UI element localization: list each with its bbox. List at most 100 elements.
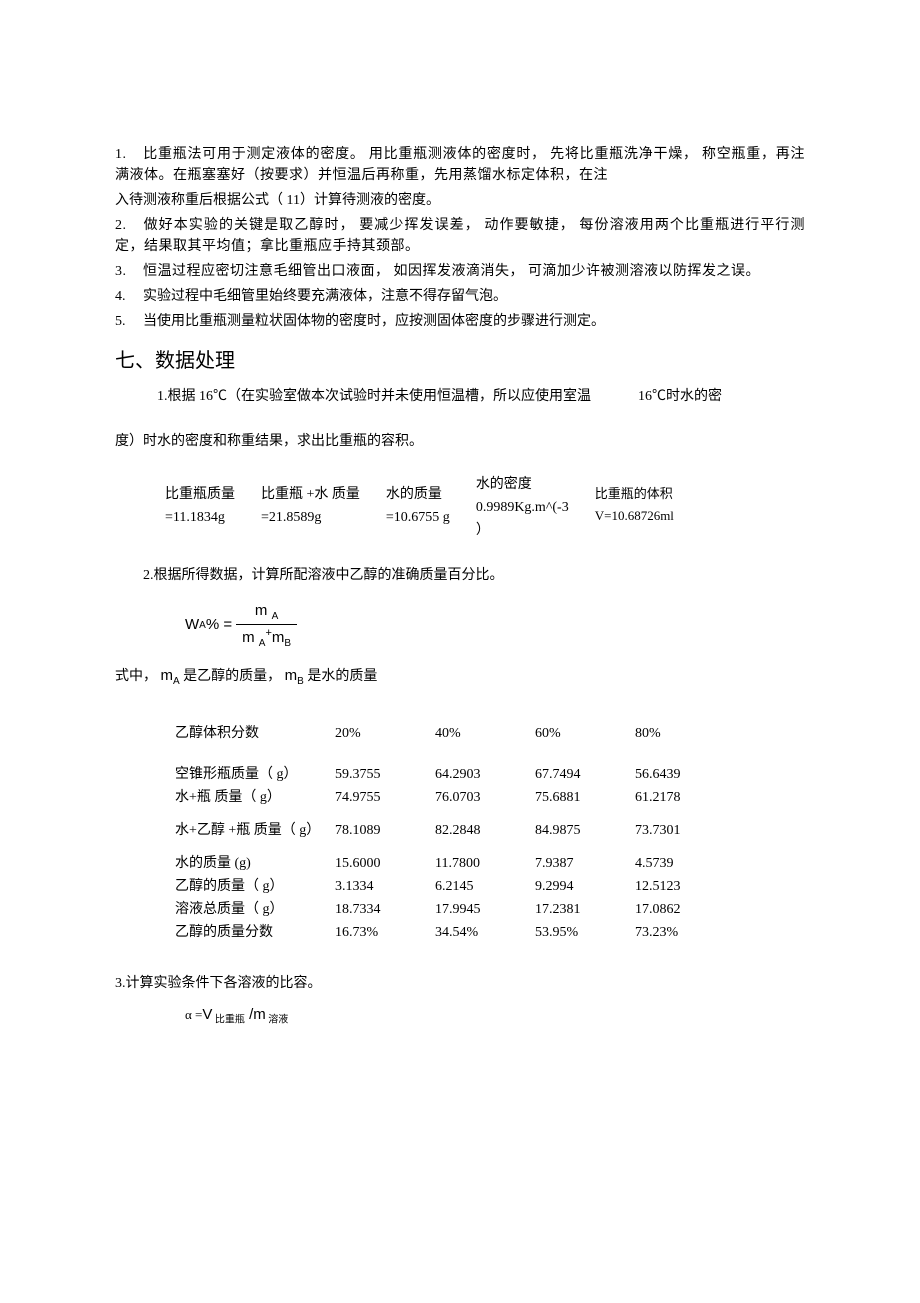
table2-row: 水+瓶 质量（ g） 74.9755 76.0703 75.6881 61.21… — [175, 787, 805, 808]
table1-col: 水的质量 =10.6755 g — [386, 482, 476, 543]
v: V — [202, 1006, 212, 1023]
val: 61.2178 — [635, 787, 735, 808]
sub2: 溶液 — [266, 1014, 289, 1025]
m: m — [242, 629, 259, 646]
fraction-bot: m A+mB — [236, 625, 297, 651]
val: 73.23% — [635, 922, 735, 943]
m: m — [253, 1006, 266, 1023]
hdr: 乙醇体积分数 — [175, 723, 335, 744]
table2-header-row: 乙醇体积分数 20% 40% 60% 80% — [175, 723, 805, 744]
note-text: 恒温过程应密切注意毛细管出口液面， 如因挥发液滴消失， 可滴加少许被测溶液以防挥… — [143, 264, 760, 279]
table-pycnometer: 比重瓶质量 =11.1834g 比重瓶 +水 质量 =21.8589g 水的质量… — [165, 482, 805, 543]
note-num: 2. — [115, 215, 143, 236]
step3: 3.计算实验条件下各溶液的比容。 — [115, 973, 805, 994]
sub-a: A — [272, 611, 279, 622]
cell: 水的质量 — [386, 484, 450, 505]
val: 82.2848 — [435, 820, 535, 841]
formula-mass-fraction: WA % = m A m A+mB — [185, 600, 805, 651]
table1-col: 比重瓶质量 =11.1834g — [165, 482, 261, 543]
hdr: 乙醇的质量（ g） — [175, 876, 335, 897]
val: 80% — [635, 723, 735, 744]
val: 67.7494 — [535, 764, 635, 785]
note-4: 4.实验过程中毛细管里始终要充满液体，注意不得存留气泡。 — [115, 286, 805, 307]
val: 3.1334 — [335, 876, 435, 897]
explain-a: 式中， — [115, 669, 161, 684]
sub-a: A — [173, 676, 180, 687]
note-num: 1. — [115, 144, 143, 165]
val: 59.3755 — [335, 764, 435, 785]
cell: =10.6755 g — [386, 507, 450, 528]
table1-col: 比重瓶 +水 质量 =21.8589g — [261, 482, 386, 543]
m2: m — [272, 629, 285, 646]
val: 84.9875 — [535, 820, 635, 841]
val: 6.2145 — [435, 876, 535, 897]
cell: 水的密度 — [476, 474, 569, 495]
note-text: 入待测液称重后根据公式（ 11）计算待测液的密度。 — [115, 193, 440, 208]
val: 16.73% — [335, 922, 435, 943]
formula-sub: A — [199, 618, 206, 633]
val: 17.2381 — [535, 899, 635, 920]
sub-b: B — [284, 638, 291, 649]
val: 64.2903 — [435, 764, 535, 785]
hdr: 水的质量 (g) — [175, 853, 335, 874]
note-5: 5.当使用比重瓶测量粒状固体物的密度时，应按测固体密度的步骤进行测定。 — [115, 311, 805, 332]
val: 17.0862 — [635, 899, 735, 920]
m: m — [255, 602, 272, 619]
val: 9.2994 — [535, 876, 635, 897]
val: 12.5123 — [635, 876, 735, 897]
table1-col: 比重瓶的体积 V=10.68726ml — [595, 482, 700, 543]
cell: ） — [476, 520, 569, 541]
val: 40% — [435, 723, 535, 744]
val: 7.9387 — [535, 853, 635, 874]
val: 74.9755 — [335, 787, 435, 808]
formula-specific-volume: α =V 比重瓶 /m 溶液 — [185, 1004, 805, 1028]
notes-section: 1.比重瓶法可用于测定液体的密度。 用比重瓶测液体的密度时， 先将比重瓶洗净干燥… — [115, 144, 805, 332]
val: 76.0703 — [435, 787, 535, 808]
val: 15.6000 — [335, 853, 435, 874]
explain-b: 是乙醇的质量， — [180, 669, 285, 684]
val: 60% — [535, 723, 635, 744]
table2-row: 乙醇的质量（ g） 3.1334 6.2145 9.2994 12.5123 — [175, 876, 805, 897]
m-b: m — [285, 667, 298, 684]
val: 17.9945 — [435, 899, 535, 920]
cell: V=10.68726ml — [595, 506, 674, 526]
cell: 0.9989Kg.m^(-3 — [476, 497, 569, 518]
step1-line1: 1.根据 16℃（在实验室做本次试验时并未使用恒温槽，所以应使用室温 16℃时水… — [115, 386, 805, 407]
cell: =21.8589g — [261, 507, 360, 528]
cell: =11.1834g — [165, 507, 235, 528]
val: 4.5739 — [635, 853, 735, 874]
note-text: 实验过程中毛细管里始终要充满液体，注意不得存留气泡。 — [143, 289, 507, 304]
hdr: 溶液总质量（ g） — [175, 899, 335, 920]
val: 53.95% — [535, 922, 635, 943]
val: 78.1089 — [335, 820, 435, 841]
cell: 比重瓶的体积 — [595, 484, 674, 504]
fraction-top: m A — [249, 600, 284, 624]
formula-eq: % = — [206, 614, 232, 637]
note-num: 4. — [115, 286, 143, 307]
note-2: 2.做好本实验的关键是取乙醇时， 要减少挥发误差， 动作要敏捷， 每份溶液用两个… — [115, 215, 805, 257]
note-num: 3. — [115, 261, 143, 282]
val: 73.7301 — [635, 820, 735, 841]
table2-row: 水+乙醇 +瓶 质量（ g） 78.1089 82.2848 84.9875 7… — [175, 820, 805, 841]
formula-w: W — [185, 614, 199, 637]
fraction: m A m A+mB — [236, 600, 297, 651]
section-title: 七、数据处理 — [115, 346, 805, 376]
table2-row: 水的质量 (g) 15.6000 11.7800 7.9387 4.5739 — [175, 853, 805, 874]
step2: 2.根据所得数据，计算所配溶液中乙醇的准确质量百分比。 — [115, 565, 805, 586]
sub1: 比重瓶 — [212, 1014, 245, 1025]
hdr: 空锥形瓶质量（ g） — [175, 764, 335, 785]
val: 34.54% — [435, 922, 535, 943]
val: 11.7800 — [435, 853, 535, 874]
note-3: 3.恒温过程应密切注意毛细管出口液面， 如因挥发液滴消失， 可滴加少许被测溶液以… — [115, 261, 805, 282]
val: 75.6881 — [535, 787, 635, 808]
m-a: m — [161, 667, 174, 684]
val: 20% — [335, 723, 435, 744]
note-1b: 入待测液称重后根据公式（ 11）计算待测液的密度。 — [115, 190, 805, 211]
table2-row: 乙醇的质量分数 16.73% 34.54% 53.95% 73.23% — [175, 922, 805, 943]
hdr: 水+瓶 质量（ g） — [175, 787, 335, 808]
note-text: 当使用比重瓶测量粒状固体物的密度时，应按测固体密度的步骤进行测定。 — [143, 314, 605, 329]
table-ethanol-data: 乙醇体积分数 20% 40% 60% 80% 空锥形瓶质量（ g） 59.375… — [175, 723, 805, 943]
step1-a: 1.根据 16℃（在实验室做本次试验时并未使用恒温槽，所以应使用室温 — [157, 389, 591, 404]
alpha: α = — [185, 1007, 202, 1022]
val: 18.7334 — [335, 899, 435, 920]
